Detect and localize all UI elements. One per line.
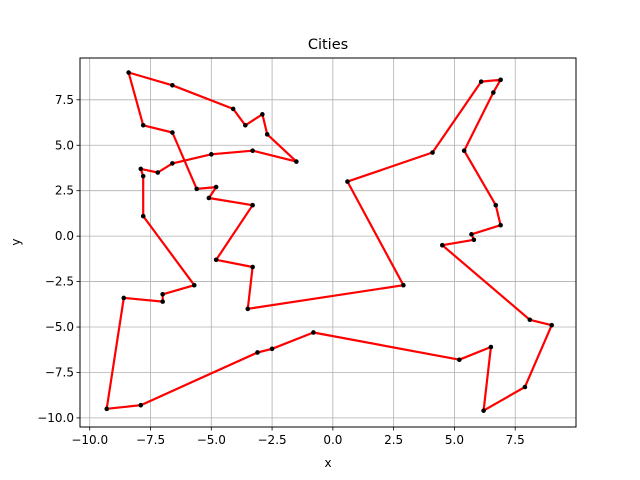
city-point bbox=[206, 195, 212, 201]
city-point bbox=[498, 222, 503, 228]
city-point bbox=[213, 257, 219, 263]
city-point bbox=[549, 322, 554, 328]
y-tick-label: −2.5 bbox=[45, 275, 74, 289]
city-point bbox=[160, 299, 165, 304]
city-point bbox=[311, 330, 316, 335]
city-point bbox=[194, 186, 200, 192]
city-point bbox=[140, 122, 146, 128]
x-tick-label: −7.5 bbox=[136, 433, 165, 447]
y-tick-label: 5.0 bbox=[55, 138, 74, 152]
x-axis-label: x bbox=[324, 456, 331, 470]
city-point bbox=[250, 264, 255, 270]
city-point bbox=[208, 152, 214, 157]
city-point bbox=[488, 344, 494, 350]
y-tick-label: 7.5 bbox=[55, 93, 74, 107]
x-tick-label: −5.0 bbox=[197, 433, 226, 447]
city-point bbox=[294, 159, 299, 164]
city-layer bbox=[104, 70, 554, 413]
city-point bbox=[138, 166, 144, 172]
city-point bbox=[491, 90, 496, 95]
city-point bbox=[430, 150, 435, 155]
city-point bbox=[140, 173, 146, 179]
y-tick-label: −10.0 bbox=[37, 411, 74, 425]
x-tick-label: 2.5 bbox=[384, 433, 403, 447]
city-point bbox=[439, 242, 445, 248]
city-point bbox=[469, 232, 474, 237]
city-point bbox=[260, 112, 265, 117]
city-point bbox=[478, 79, 484, 84]
city-point bbox=[461, 148, 467, 154]
y-tick-label: 0.0 bbox=[55, 229, 74, 243]
y-tick-label: −5.0 bbox=[45, 320, 74, 334]
city-point bbox=[255, 350, 260, 355]
city-point bbox=[213, 184, 219, 190]
city-point bbox=[498, 77, 503, 83]
x-tick-label: 5.0 bbox=[445, 433, 464, 447]
city-point bbox=[522, 384, 528, 390]
city-point bbox=[456, 357, 462, 363]
city-point bbox=[493, 202, 499, 208]
city-point bbox=[170, 161, 175, 166]
x-tick-label: −2.5 bbox=[258, 433, 287, 447]
y-axis: −10.0 −7.5 −5.0 −2.5 0.0 2.5 5.0 7.5 bbox=[37, 93, 80, 425]
city-point bbox=[121, 295, 127, 301]
city-point bbox=[250, 202, 255, 208]
x-axis: −10.0 −7.5 −5.0 −2.5 0.0 2.5 5.0 7.5 bbox=[71, 427, 525, 447]
grid bbox=[80, 58, 576, 427]
city-point bbox=[481, 408, 486, 413]
city-point bbox=[245, 306, 251, 312]
y-tick-label: −7.5 bbox=[45, 365, 74, 379]
city-point bbox=[191, 282, 197, 288]
city-point bbox=[230, 106, 236, 112]
city-point bbox=[269, 346, 275, 352]
y-tick-label: 2.5 bbox=[55, 184, 74, 198]
city-point bbox=[250, 148, 255, 154]
city-point bbox=[126, 70, 131, 75]
city-point bbox=[345, 179, 350, 184]
chart-title: Cities bbox=[308, 37, 348, 53]
x-tick-label: 7.5 bbox=[506, 433, 525, 447]
city-point bbox=[243, 122, 248, 128]
city-point bbox=[140, 213, 146, 219]
y-axis-label: y bbox=[9, 238, 23, 245]
city-point bbox=[155, 170, 161, 175]
city-point bbox=[471, 237, 477, 243]
city-point bbox=[160, 292, 165, 297]
plot-frame bbox=[79, 57, 577, 428]
city-point bbox=[527, 317, 533, 323]
x-tick-label: −10.0 bbox=[71, 433, 108, 447]
x-tick-label: 0.0 bbox=[323, 433, 342, 447]
city-point bbox=[170, 130, 175, 135]
city-point bbox=[104, 406, 110, 412]
city-point bbox=[401, 282, 406, 288]
city-point bbox=[138, 402, 144, 408]
city-point bbox=[264, 132, 270, 137]
city-point bbox=[170, 82, 175, 88]
